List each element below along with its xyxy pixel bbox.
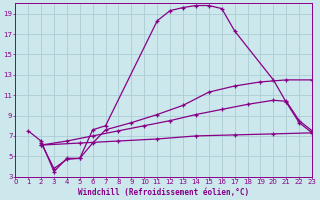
- X-axis label: Windchill (Refroidissement éolien,°C): Windchill (Refroidissement éolien,°C): [78, 188, 249, 197]
